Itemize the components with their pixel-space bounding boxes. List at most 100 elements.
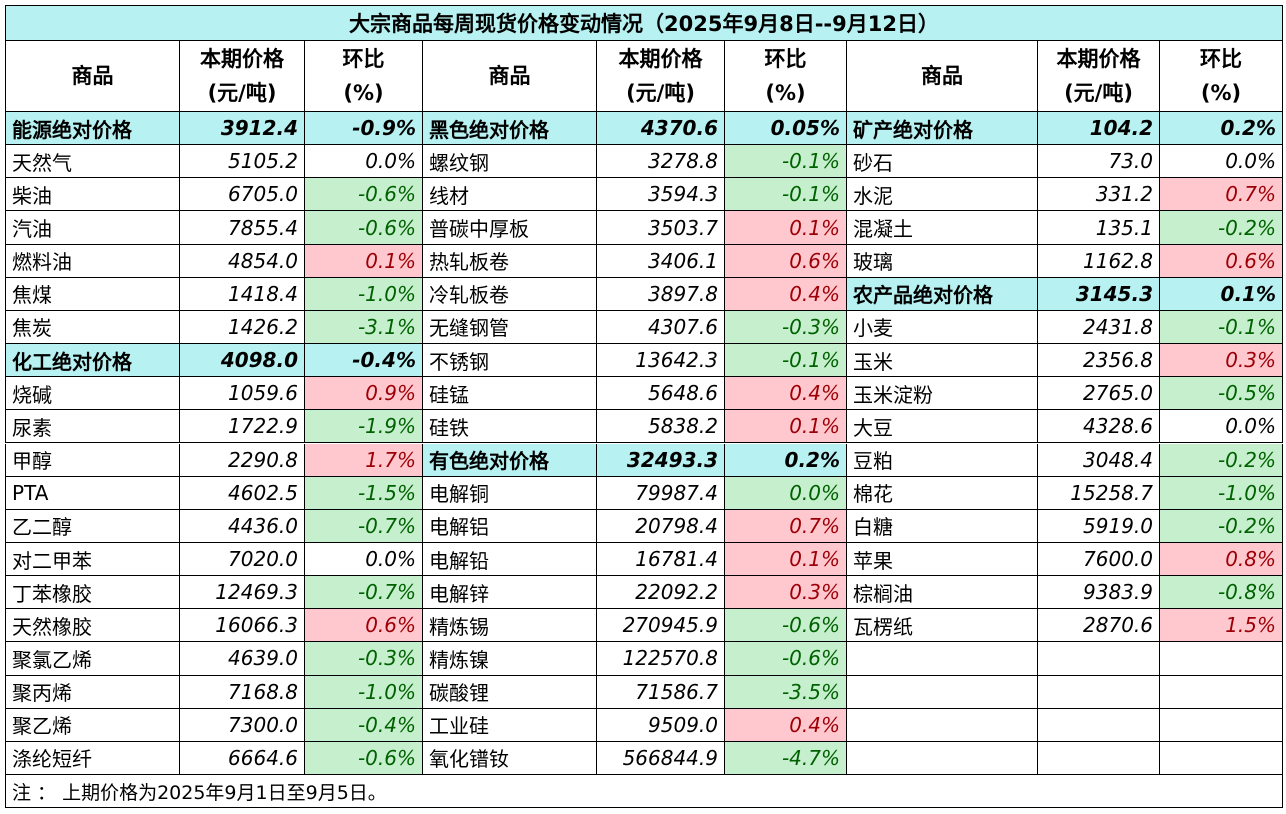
- change: 0.05%: [770, 116, 840, 141]
- price-cell: 5838.2: [597, 410, 725, 444]
- empty-cell: [847, 642, 1038, 676]
- change-cell: 0.0%: [305, 145, 423, 179]
- price: 4854.0: [228, 248, 298, 273]
- price-cell: 1059.6: [180, 377, 305, 411]
- change: 1.7%: [365, 447, 416, 472]
- price: 7020.0: [228, 547, 298, 571]
- commodity-cell: 精炼锡: [423, 609, 597, 643]
- commodity-name: 不锈钢: [429, 349, 489, 374]
- change: -0.7%: [357, 513, 416, 538]
- price: 12469.3: [215, 580, 298, 605]
- commodity-cell: 甲醇: [5, 443, 180, 477]
- commodity-cell: 螺纹钢: [423, 145, 597, 179]
- change-cell: -0.6%: [305, 178, 423, 212]
- commodity-cell: 对二甲苯: [5, 542, 180, 577]
- price-cell: 2765.0: [1038, 377, 1160, 411]
- commodity-cell: 冷轧板卷: [423, 277, 597, 311]
- change-cell: -3.5%: [725, 675, 847, 709]
- price-cell: 270945.9: [597, 609, 725, 643]
- price-cell: 4602.5: [180, 476, 305, 510]
- change: -1.0%: [357, 281, 416, 306]
- change-cell: -0.2%: [1160, 443, 1283, 477]
- change-cell: -0.1%: [725, 145, 847, 179]
- commodity-name: 燃料油: [12, 250, 72, 275]
- price: 7300.0: [228, 712, 298, 737]
- commodity-name: 聚丙烯: [12, 681, 72, 706]
- change-cell: 0.1%: [725, 211, 847, 245]
- price: 16781.4: [635, 547, 718, 571]
- price-cell: 22092.2: [597, 576, 725, 610]
- change: 0.9%: [365, 381, 416, 406]
- header-text: (%): [343, 81, 384, 105]
- commodity-name: 对二甲苯: [12, 548, 92, 573]
- commodity-name: 有色绝对价格: [429, 449, 549, 474]
- change-cell: -0.3%: [725, 310, 847, 345]
- commodity-cell: 精炼镍: [423, 642, 597, 676]
- price-cell: 3145.3: [1038, 277, 1160, 311]
- price-cell: 9383.9: [1038, 576, 1160, 610]
- commodity-name: 瓦楞纸: [853, 614, 913, 639]
- change: 1.5%: [1225, 613, 1276, 638]
- header-text: 环比: [342, 47, 385, 71]
- commodity-cell: 黑色绝对价格: [423, 112, 597, 146]
- price: 331.2: [1095, 182, 1153, 207]
- commodity-cell: 苹果: [847, 542, 1038, 577]
- commodity-cell: 电解铅: [423, 542, 597, 577]
- column-header: 本期价格 (元/吨): [597, 41, 725, 112]
- price-cell: 3278.8: [597, 145, 725, 179]
- commodity-cell: 不锈钢: [423, 344, 597, 378]
- price: 5919.0: [1083, 513, 1153, 538]
- price: 3912.4: [220, 116, 298, 141]
- change-cell: 1.5%: [1160, 609, 1283, 643]
- table-title: 大宗商品每周现货价格变动情况（2025年9月8日--9月12日）: [349, 12, 939, 36]
- change-cell: -0.1%: [725, 344, 847, 378]
- price-cell: 4328.6: [1038, 410, 1160, 444]
- change: -0.2%: [1217, 215, 1276, 240]
- change: -0.6%: [781, 613, 840, 638]
- change-cell: 0.0%: [1160, 145, 1283, 179]
- change-cell: 0.7%: [725, 509, 847, 543]
- price: 2765.0: [1083, 381, 1153, 406]
- change: -1.0%: [357, 679, 416, 704]
- change: -0.1%: [781, 182, 840, 207]
- commodity-name: 硅铁: [429, 415, 469, 440]
- commodity-cell: 天然气: [5, 145, 180, 179]
- header-text: 环比: [764, 47, 807, 71]
- price: 7168.8: [228, 679, 298, 704]
- change: 0.4%: [789, 712, 840, 737]
- change: 0.1%: [1220, 281, 1276, 306]
- price-cell: 4307.6: [597, 310, 725, 345]
- change-cell: 0.0%: [725, 476, 847, 510]
- change-cell: 0.8%: [1160, 542, 1283, 577]
- change-cell: -0.4%: [305, 344, 423, 378]
- change: 0.0%: [365, 149, 416, 174]
- header-text: (%): [765, 81, 806, 105]
- price-cell: 2431.8: [1038, 310, 1160, 345]
- price-cell: 3503.7: [597, 211, 725, 245]
- change: -1.9%: [357, 414, 416, 439]
- price-cell: 7300.0: [180, 708, 305, 742]
- change-cell: 0.9%: [305, 377, 423, 411]
- change: 0.8%: [1225, 547, 1276, 571]
- price-cell: 32493.3: [597, 443, 725, 477]
- column-header: 本期价格 (元/吨): [1038, 41, 1160, 112]
- commodity-name: 螺纹钢: [429, 150, 489, 175]
- change: 0.6%: [365, 613, 416, 638]
- price-cell: 20798.4: [597, 509, 725, 543]
- commodity-name: 涤纶短纤: [12, 747, 92, 772]
- commodity-cell: 聚丙烯: [5, 675, 180, 709]
- price-cell: 5105.2: [180, 145, 305, 179]
- price: 9383.9: [1083, 580, 1153, 605]
- change-cell: -3.1%: [305, 310, 423, 345]
- commodity-cell: 玻璃: [847, 244, 1038, 278]
- commodity-cell: 能源绝对价格: [5, 112, 180, 146]
- change: 0.1%: [789, 215, 840, 240]
- price-cell: 3897.8: [597, 277, 725, 311]
- price-cell: 79987.4: [597, 476, 725, 510]
- price: 3503.7: [648, 215, 718, 240]
- price: 73.0: [1108, 149, 1153, 174]
- price-cell: 3594.3: [597, 178, 725, 212]
- price-cell: 73.0: [1038, 145, 1160, 179]
- price: 3406.1: [648, 248, 718, 273]
- change: -0.5%: [1217, 381, 1276, 406]
